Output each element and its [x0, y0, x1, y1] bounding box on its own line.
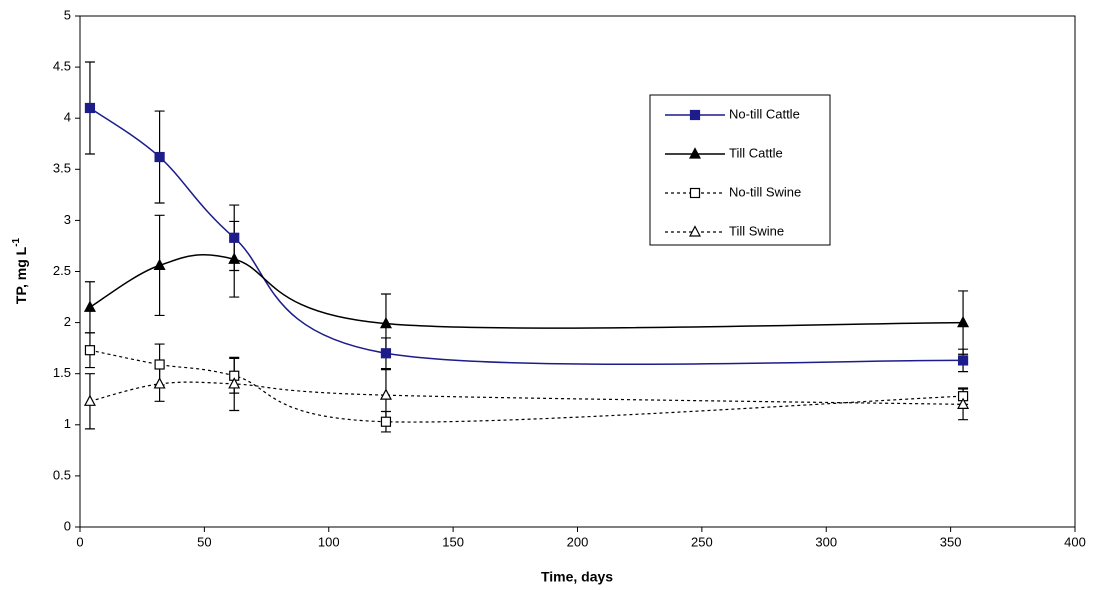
x-tick-label: 0 [76, 534, 83, 549]
legend-label: No-till Cattle [729, 106, 800, 121]
x-axis-title: Time, days [541, 569, 613, 585]
y-tick-label: 4.5 [53, 59, 71, 74]
data-point [379, 316, 392, 329]
data-point [154, 359, 165, 370]
legend-marker [689, 225, 701, 237]
data-point [380, 416, 392, 427]
data-point [83, 300, 96, 312]
data-point [957, 315, 970, 328]
legend-marker [689, 187, 701, 199]
data-point [83, 394, 96, 406]
y-tick-label: 3.5 [53, 161, 71, 176]
x-tick-label: 200 [567, 534, 589, 549]
legend-marker [689, 109, 701, 121]
data-point [957, 397, 970, 409]
y-tick-label: 2.5 [53, 263, 71, 278]
y-axis-title-sup: -1 [11, 237, 22, 246]
series-line [89, 381, 964, 405]
data-point [153, 258, 166, 270]
data-point [229, 232, 240, 243]
y-tick-label: 1.5 [53, 365, 71, 380]
series-line [89, 107, 964, 366]
series-line [89, 349, 964, 423]
legend-label: Till Cattle [729, 145, 783, 160]
y-tick-label: 4 [64, 110, 71, 125]
x-tick-label: 50 [197, 534, 211, 549]
data-point [379, 388, 392, 400]
y-tick-label: 0 [64, 518, 71, 533]
y-tick-label: 5 [64, 7, 71, 22]
legend-label: Till Swine [729, 223, 784, 238]
data-point [154, 151, 165, 163]
data-point [380, 348, 392, 359]
x-tick-label: 250 [691, 534, 713, 549]
y-tick-label: 1 [64, 416, 71, 431]
data-point [84, 345, 96, 356]
data-point [228, 377, 241, 389]
x-tick-label: 100 [318, 534, 340, 549]
x-tick-label: 350 [940, 534, 962, 549]
y-tick-label: 2 [64, 314, 71, 329]
data-point [228, 252, 241, 264]
x-tick-label: 300 [815, 534, 837, 549]
x-tick-label: 400 [1064, 534, 1086, 549]
legend-label: No-till Swine [729, 184, 801, 199]
data-point [84, 102, 96, 114]
legend-marker [689, 147, 701, 159]
y-axis-title-text: TP, mg L [13, 246, 29, 304]
plot-frame [79, 15, 1076, 528]
x-tick-label: 150 [442, 534, 464, 549]
series-line [89, 253, 964, 329]
legend-box [649, 94, 831, 246]
y-tick-label: 0.5 [53, 467, 71, 482]
data-point [153, 377, 166, 389]
y-tick-label: 3 [64, 212, 71, 227]
y-axis-title: TP, mg L-1 [11, 237, 29, 304]
data-point [957, 355, 969, 366]
